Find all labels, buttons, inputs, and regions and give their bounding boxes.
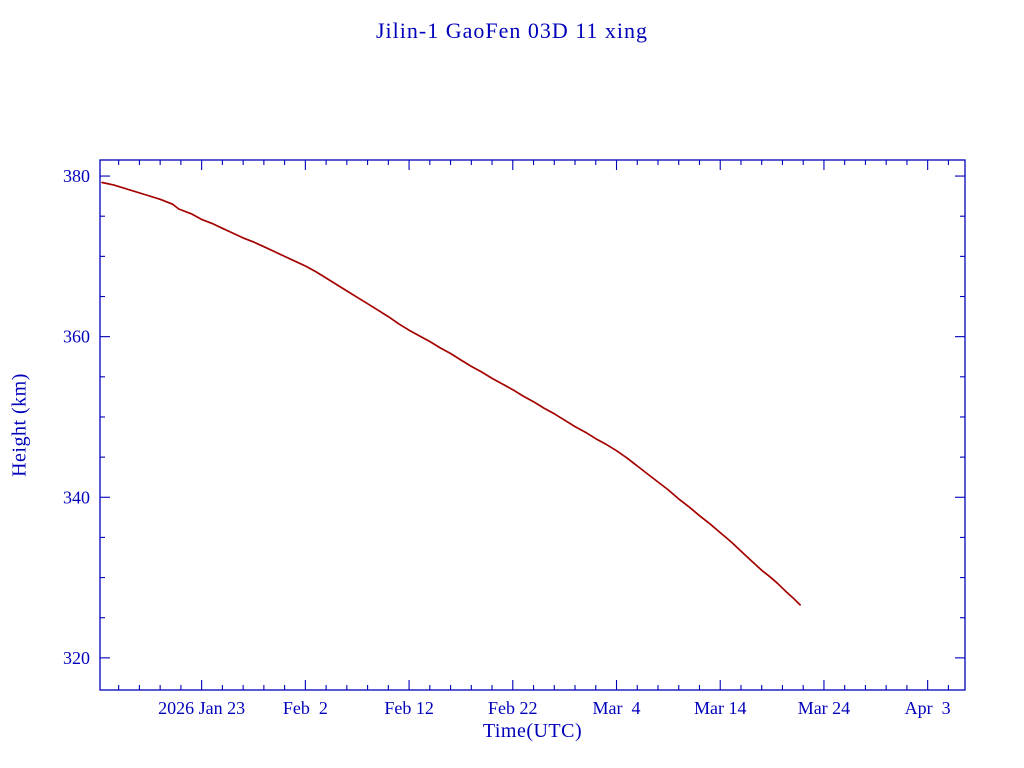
- x-tick-label: Feb 22: [488, 698, 538, 718]
- x-tick-label: Apr 3: [905, 698, 951, 718]
- y-tick-label: 320: [63, 648, 90, 668]
- x-tick-label: Mar 14: [694, 698, 747, 718]
- x-tick-label: Mar 4: [593, 698, 641, 718]
- x-tick-label: Feb 12: [384, 698, 434, 718]
- plot-border: [99, 159, 966, 691]
- y-tick-label: 340: [63, 487, 90, 507]
- x-tick-label: Feb 2: [283, 698, 328, 718]
- y-tick-label: 360: [63, 327, 90, 347]
- x-axis-label: Time(UTC): [482, 720, 583, 742]
- height-series-line: [101, 181, 801, 606]
- x-tick-label: Mar 24: [798, 698, 851, 718]
- chart-title: Jilin-1 GaoFen 03D 11 xing: [375, 18, 649, 43]
- x-tick-label: 2026 Jan 23: [158, 698, 245, 718]
- y-tick-label: 380: [63, 166, 90, 186]
- y-axis-label: Height (km): [8, 373, 31, 477]
